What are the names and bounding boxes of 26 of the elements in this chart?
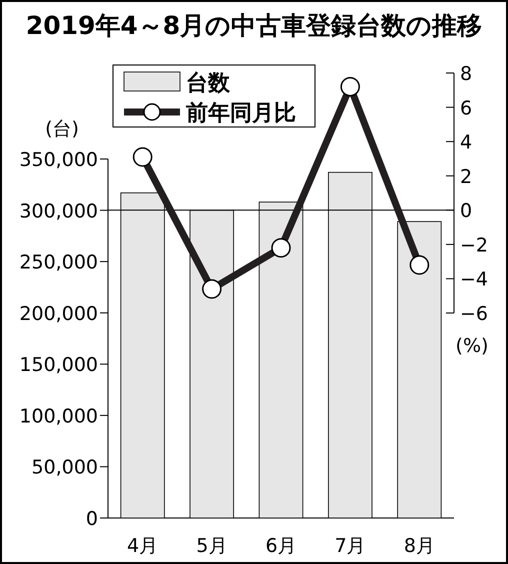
- x-tick-label: 6月: [265, 535, 297, 557]
- y2-tick-label: 0: [460, 200, 472, 222]
- chart-title: 2019年4～8月の中古車登録台数の推移: [26, 11, 482, 40]
- y-tick-label: 250,000: [19, 252, 98, 274]
- y2-tick-label: −4: [460, 268, 488, 291]
- y-tick-label: 300,000: [19, 200, 98, 222]
- y2-tick-label: 4: [460, 132, 472, 154]
- y-tick-label: 50,000: [32, 456, 98, 479]
- y-tick-label: 150,000: [19, 354, 98, 376]
- y-axis-title: (台): [45, 118, 79, 140]
- y2-tick-label: 8: [460, 63, 472, 85]
- y2-tick-label: −2: [460, 234, 488, 256]
- x-tick-label: 4月: [127, 535, 158, 557]
- x-tick-label: 7月: [334, 535, 366, 557]
- y2-axis-title: (%): [456, 335, 488, 357]
- y2-tick-label: 2: [460, 166, 472, 188]
- legend-label: 台数: [186, 71, 231, 96]
- x-tick-label: 5月: [196, 535, 228, 557]
- x-tick-label: 8月: [404, 535, 435, 557]
- legend-label: 前年同月比: [185, 101, 296, 126]
- y-tick-label: 100,000: [19, 405, 98, 428]
- y-tick-label: 0: [86, 508, 98, 530]
- y-tick-label: 350,000: [19, 149, 98, 171]
- y2-tick-label: 6: [460, 97, 472, 120]
- y-tick-label: 200,000: [19, 302, 98, 325]
- y2-tick-label: −6: [460, 303, 488, 325]
